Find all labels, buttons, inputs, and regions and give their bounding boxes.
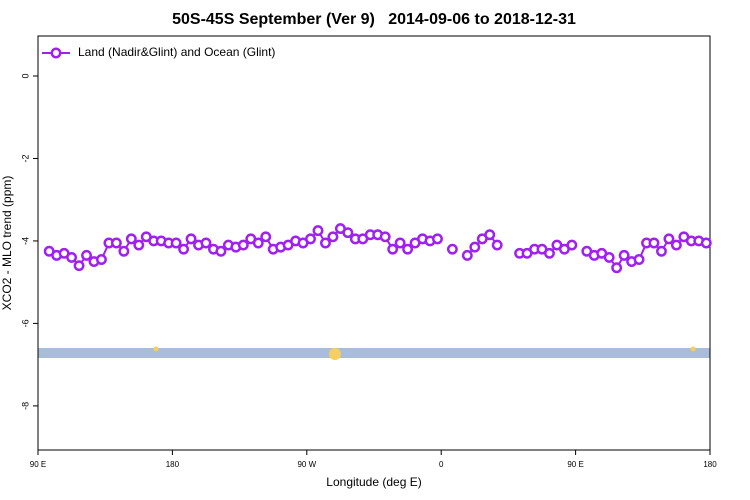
series-point [663, 233, 675, 245]
series-point [110, 237, 122, 249]
series-point [566, 239, 578, 251]
chart-title: 50S-45S September (Ver 9) 2014-09-06 to … [172, 11, 576, 28]
x-tick-label: 90 E [30, 460, 46, 469]
series-point [469, 241, 481, 253]
series-point [320, 237, 331, 249]
series-point [260, 231, 272, 243]
series-point [633, 254, 645, 265]
land-mark [153, 346, 159, 352]
land-mark [690, 346, 696, 352]
series-point [118, 245, 130, 257]
series-point [603, 251, 615, 263]
x-tick-label: 180 [703, 460, 717, 469]
series-point [215, 245, 227, 257]
y-tick-label: 0 [20, 73, 30, 78]
series-point [432, 233, 443, 245]
series-point [252, 237, 264, 249]
series-point [305, 233, 316, 245]
series-point [394, 237, 406, 249]
y-tick-label: -2 [20, 154, 30, 162]
series-point [648, 237, 660, 249]
series-point [312, 225, 324, 237]
series-point [379, 231, 391, 243]
series-point [611, 262, 623, 274]
series-point [402, 243, 414, 255]
series-point [342, 227, 354, 239]
y-tick-label: -6 [20, 319, 30, 327]
series-point [125, 233, 137, 245]
y-tick-label: -4 [20, 237, 30, 245]
x-tick-label: 0 [439, 460, 444, 469]
series-point [446, 243, 458, 255]
series-point [170, 237, 182, 249]
series-point [670, 239, 682, 251]
series-point [700, 237, 712, 249]
x-axis-label: Longitude (deg E) [326, 475, 421, 489]
series-point [484, 229, 496, 241]
series-point [200, 237, 212, 249]
legend-label: Land (Nadir&Glint) and Ocean (Glint) [78, 45, 275, 59]
series-point [461, 249, 473, 261]
surface-band [38, 348, 710, 358]
series-point [618, 249, 630, 261]
series-point [185, 233, 197, 245]
series-point [327, 231, 339, 243]
series-point [66, 251, 78, 263]
x-tick-label: 180 [166, 460, 180, 469]
series-point [133, 239, 145, 251]
land-mark [329, 348, 341, 360]
series-point [387, 243, 399, 255]
series-point [544, 247, 555, 259]
series-point [491, 239, 503, 251]
y-axis-label: XCO2 - MLO trend (ppm) [0, 176, 14, 311]
series-point [656, 245, 667, 257]
x-tick-label: 90 E [567, 460, 583, 469]
series-point [237, 239, 249, 251]
x-tick-label: 90 W [297, 460, 316, 469]
series-point [96, 254, 107, 265]
series-point [178, 243, 190, 255]
series-point [81, 249, 92, 261]
y-tick-label: -8 [20, 402, 30, 410]
legend-marker [50, 47, 62, 59]
series-point [73, 260, 85, 272]
